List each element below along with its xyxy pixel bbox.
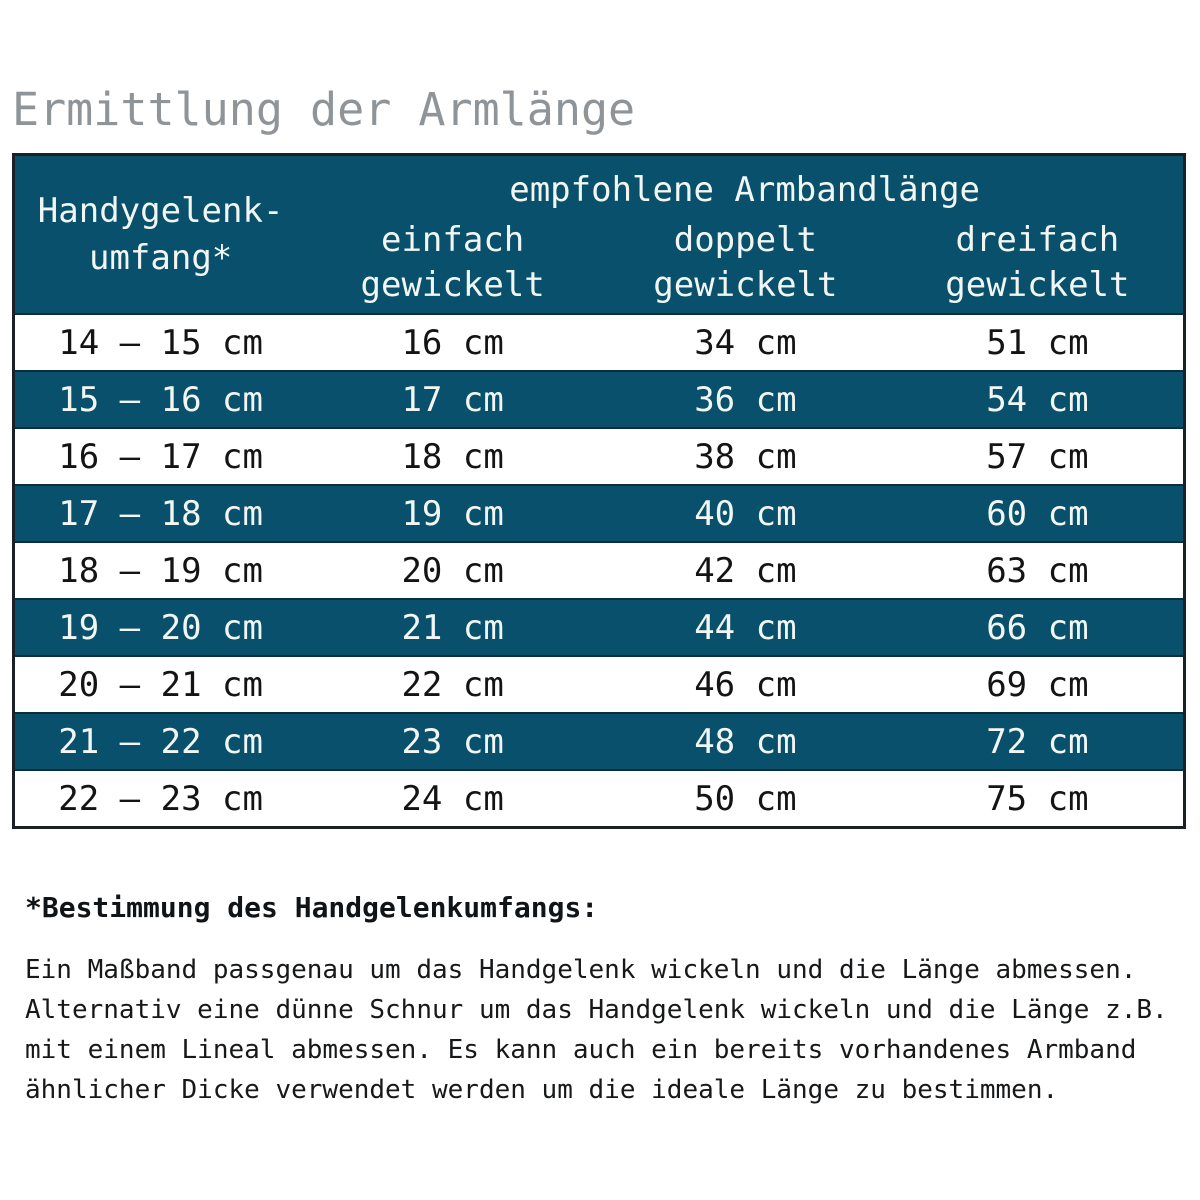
cell-single-wrap: 22 cm xyxy=(401,664,504,705)
cell-triple-wrap: 54 cm xyxy=(986,379,1089,420)
footnote-line: ähnlicher Dicke verwendet werden um die … xyxy=(25,1075,1059,1105)
cell-wrist-range: 22 – 23 cm xyxy=(58,778,263,819)
cell-triple-wrap: 60 cm xyxy=(986,493,1089,534)
cell-single-wrap: 20 cm xyxy=(401,550,504,591)
cell-single-wrap: 23 cm xyxy=(401,721,504,762)
page-title: Ermittlung der Armlänge xyxy=(12,83,636,136)
cell-single-wrap: 18 cm xyxy=(401,436,504,477)
table-row: 22 – 23 cm 24 cm 50 cm 75 cm xyxy=(13,770,1185,828)
cell-triple-wrap: 66 cm xyxy=(986,607,1089,648)
cell-single-wrap: 16 cm xyxy=(401,322,504,363)
footnote-line: mit einem Lineal abmessen. Es kann auch … xyxy=(25,1035,1137,1065)
table-row: 19 – 20 cm 21 cm 44 cm 66 cm xyxy=(13,599,1185,656)
table-row: 18 – 19 cm 20 cm 42 cm 63 cm xyxy=(13,542,1185,599)
col-header-wrist-line1: Handygelenk- xyxy=(37,190,284,231)
col-header-double-line1: doppelt xyxy=(673,220,818,260)
table-row: 17 – 18 cm 19 cm 40 cm 60 cm xyxy=(13,485,1185,542)
footnote-line: Ein Maßband passgenau um das Handgelenk … xyxy=(25,955,1137,985)
cell-triple-wrap: 72 cm xyxy=(986,721,1089,762)
cell-double-wrap: 48 cm xyxy=(694,721,797,762)
header-row-group: Handygelenk- umfang* empfohlene Armbandl… xyxy=(13,154,1185,314)
cell-double-wrap: 34 cm xyxy=(694,322,797,363)
cell-wrist-range: 19 – 20 cm xyxy=(58,607,263,648)
col-header-wrist-line2: umfang* xyxy=(88,237,233,278)
table-row: 16 – 17 cm 18 cm 38 cm 57 cm xyxy=(13,428,1185,485)
table-row: 21 – 22 cm 23 cm 48 cm 72 cm xyxy=(13,713,1185,770)
table-row: 14 – 15 cm 16 cm 34 cm 51 cm xyxy=(13,314,1185,371)
col-header-double-wrap: doppelt gewickelt xyxy=(599,218,892,314)
col-header-single-line2: gewickelt xyxy=(360,265,545,305)
cell-triple-wrap: 57 cm xyxy=(986,436,1089,477)
col-header-double-line2: gewickelt xyxy=(653,265,838,305)
table-row: 15 – 16 cm 17 cm 36 cm 54 cm xyxy=(13,371,1185,428)
size-table: Handygelenk- umfang* empfohlene Armbandl… xyxy=(12,153,1186,829)
cell-wrist-range: 16 – 17 cm xyxy=(58,436,263,477)
cell-double-wrap: 44 cm xyxy=(694,607,797,648)
cell-double-wrap: 38 cm xyxy=(694,436,797,477)
cell-wrist-range: 14 – 15 cm xyxy=(58,322,263,363)
col-header-triple-wrap: dreifach gewickelt xyxy=(891,218,1185,314)
footnote-heading: *Bestimmung des Handgelenkumfangs: xyxy=(25,891,599,924)
cell-wrist-range: 20 – 21 cm xyxy=(58,664,263,705)
cell-triple-wrap: 51 cm xyxy=(986,322,1089,363)
cell-single-wrap: 19 cm xyxy=(401,493,504,534)
cell-single-wrap: 21 cm xyxy=(401,607,504,648)
col-header-triple-line1: dreifach xyxy=(955,220,1120,260)
col-header-single-wrap: einfach gewickelt xyxy=(306,218,599,314)
cell-double-wrap: 46 cm xyxy=(694,664,797,705)
cell-double-wrap: 42 cm xyxy=(694,550,797,591)
table-row: 20 – 21 cm 22 cm 46 cm 69 cm xyxy=(13,656,1185,713)
footnote-body: Ein Maßband passgenau um das Handgelenk … xyxy=(25,950,1190,1110)
cell-double-wrap: 40 cm xyxy=(694,493,797,534)
col-header-single-line1: einfach xyxy=(380,220,525,260)
header-row-sub: einfach gewickelt doppelt gewickelt drei… xyxy=(14,218,1185,314)
cell-triple-wrap: 63 cm xyxy=(986,550,1089,591)
cell-triple-wrap: 75 cm xyxy=(986,778,1089,819)
footnote-line: Alternativ eine dünne Schnur um das Hand… xyxy=(25,995,1168,1025)
cell-wrist-range: 18 – 19 cm xyxy=(58,550,263,591)
cell-single-wrap: 17 cm xyxy=(401,379,504,420)
col-header-wrist-circumference: Handygelenk- umfang* xyxy=(13,154,307,314)
cell-double-wrap: 36 cm xyxy=(694,379,797,420)
col-group-header-recommended-length: empfohlene Armbandlänge xyxy=(306,154,1185,218)
cell-wrist-range: 17 – 18 cm xyxy=(58,493,263,534)
cell-triple-wrap: 69 cm xyxy=(986,664,1089,705)
cell-wrist-range: 15 – 16 cm xyxy=(58,379,263,420)
table-header: Handygelenk- umfang* empfohlene Armbandl… xyxy=(13,154,1185,314)
cell-double-wrap: 50 cm xyxy=(694,778,797,819)
cell-wrist-range: 21 – 22 cm xyxy=(58,721,263,762)
table-body: 14 – 15 cm 16 cm 34 cm 51 cm 15 – 16 cm … xyxy=(13,314,1185,828)
cell-single-wrap: 24 cm xyxy=(401,778,504,819)
col-header-triple-line2: gewickelt xyxy=(945,265,1130,305)
